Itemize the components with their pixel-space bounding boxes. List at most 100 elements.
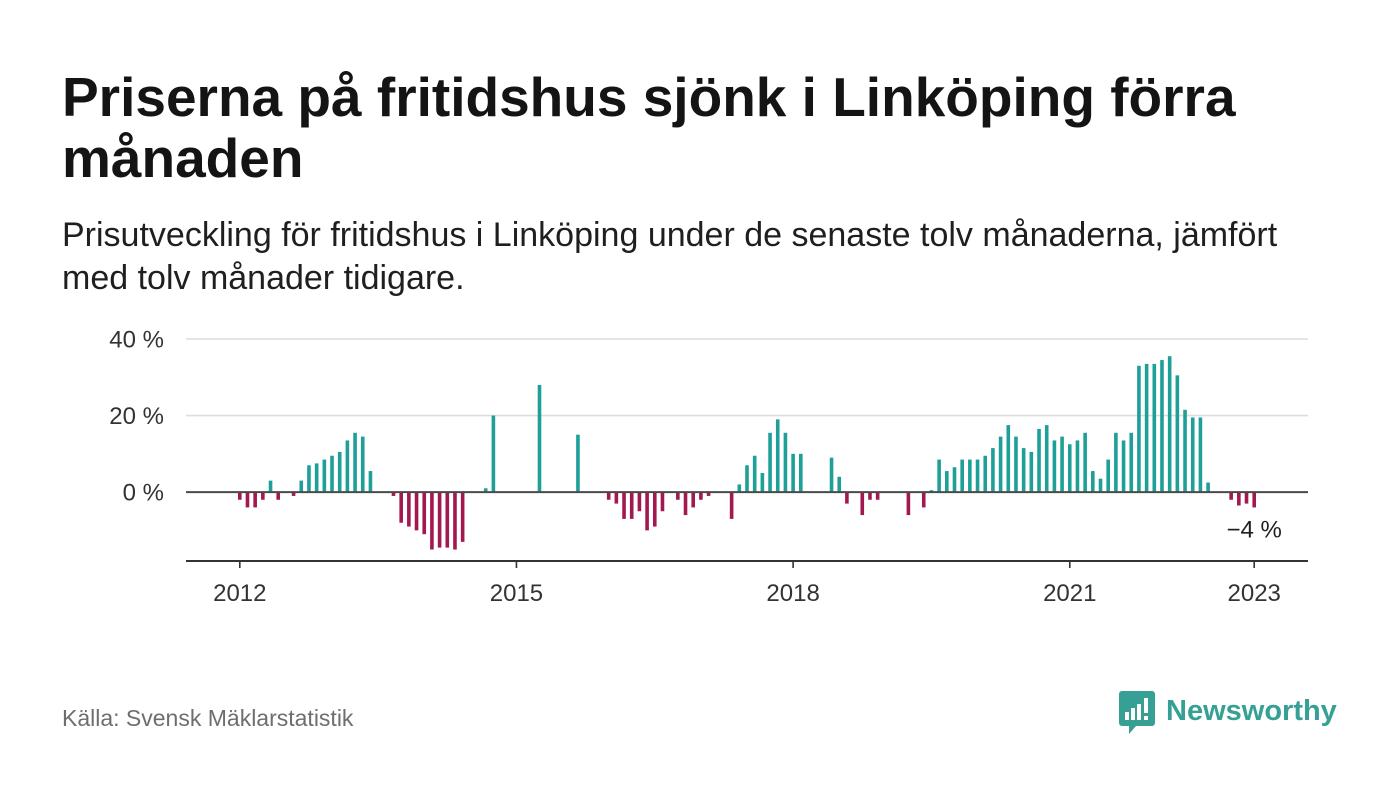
bar-2019-11: [960, 459, 964, 493]
bar-2020-11: [1052, 440, 1057, 493]
bar-2017-06: [737, 484, 742, 493]
annotations: −4 %: [1227, 516, 1282, 543]
bar-2023-01: [1252, 492, 1257, 508]
x-tick-label-2012: 2012: [213, 580, 266, 607]
bar-2014-03: [437, 492, 442, 548]
bar-2018-07: [837, 476, 842, 493]
bar-2021-03: [1083, 432, 1087, 493]
bar-2012-10: [307, 465, 311, 493]
source-note: Källa: Svensk Mäklarstatistik: [62, 705, 354, 731]
bar-2017-11: [775, 419, 780, 493]
bar-2022-01: [1160, 360, 1164, 493]
bar-2020-03: [991, 448, 995, 493]
x-axis-ticks: [238, 561, 1256, 568]
bar-2016-05: [637, 492, 642, 512]
bar-2021-08: [1121, 440, 1126, 493]
bar-2020-02: [983, 455, 988, 493]
bar-2013-05: [360, 436, 365, 493]
last-value-annotation: −4 %: [1227, 516, 1282, 543]
bar-2019-06: [921, 492, 926, 508]
bar-2013-03: [345, 440, 350, 493]
bar-2013-09: [391, 492, 396, 496]
bar-2012-04: [261, 492, 265, 500]
bar-2021-01: [1067, 444, 1072, 493]
bar-2020-06: [1014, 436, 1018, 493]
bar-2018-02: [798, 453, 803, 493]
bar-2012-01: [237, 492, 242, 500]
bar-2016-03: [622, 492, 626, 519]
bar-2016-02: [614, 492, 619, 504]
bar-2016-06: [645, 492, 649, 531]
bar-2019-12: [968, 459, 972, 493]
bar-2014-10: [491, 415, 496, 493]
bar-2014-02: [430, 492, 434, 550]
bar-2013-06: [368, 471, 373, 493]
bar-2017-10: [768, 432, 772, 493]
bar-2020-09: [1037, 428, 1041, 493]
bar-2021-06: [1106, 459, 1110, 493]
bar-2016-04: [629, 492, 634, 519]
bar-2016-01: [606, 492, 611, 500]
bar-2021-02: [1075, 440, 1080, 493]
x-tick-label-2021: 2021: [1043, 580, 1096, 607]
bar-2022-04: [1183, 409, 1187, 493]
bar-2018-01: [791, 453, 795, 493]
bar-2016-12: [691, 492, 696, 508]
bar-2018-08: [845, 492, 849, 504]
logo-text: Newsworthy: [1166, 695, 1337, 727]
bar-2018-06: [829, 457, 834, 493]
bar-2017-08: [752, 455, 757, 493]
bars: [237, 356, 1257, 550]
x-tick-label-2023: 2023: [1228, 580, 1281, 607]
bar-2022-11: [1237, 492, 1241, 506]
bar-2021-07: [1114, 432, 1118, 493]
bar-2012-09: [299, 480, 304, 493]
bar-2014-01: [422, 492, 427, 535]
bar-2020-10: [1044, 425, 1049, 493]
bar-2022-07: [1206, 482, 1210, 493]
bar-2013-01: [330, 455, 334, 493]
bar-2019-08: [937, 459, 941, 493]
bar-chart: 0 % 20 % 40 % 2012 2015 2018 2021 2023 −4 %: [109, 327, 1308, 607]
bar-2017-01: [699, 492, 703, 500]
bar-2020-07: [1021, 448, 1026, 493]
bar-2014-06: [460, 492, 465, 542]
logo-exclamation: [1144, 698, 1148, 713]
bar-2012-11: [314, 463, 319, 493]
bar-2021-10: [1137, 365, 1141, 493]
bar-2019-10: [952, 467, 957, 493]
bar-2016-08: [660, 492, 665, 512]
bar-2021-05: [1098, 478, 1103, 493]
bar-2013-10: [399, 492, 403, 523]
bar-2018-10: [860, 492, 865, 516]
y-tick-label-40: 40 %: [109, 327, 164, 354]
bar-2014-05: [453, 492, 457, 550]
chart-subtitle: Prisutveckling för fritidshus i Linköpin…: [62, 216, 1278, 297]
y-tick-label-20: 20 %: [109, 403, 164, 430]
y-tick-label-0: 0 %: [123, 480, 164, 507]
bar-2017-02: [706, 492, 711, 496]
bar-2013-04: [353, 432, 357, 493]
bar-2012-08: [291, 492, 296, 496]
bar-2021-09: [1129, 432, 1134, 493]
bar-2016-11: [683, 492, 688, 516]
x-tick-label-2015: 2015: [490, 580, 543, 607]
bar-2017-09: [760, 472, 765, 493]
bar-2021-11: [1144, 363, 1149, 493]
bar-2015-09: [576, 434, 580, 493]
bar-2021-04: [1091, 471, 1095, 493]
chart-title: Priserna på fritidshus sjönk i Linköping…: [62, 66, 1236, 189]
bar-2014-04: [445, 492, 450, 548]
bar-2022-10: [1229, 492, 1233, 500]
logo-exclamation-dot: [1144, 716, 1148, 720]
bar-2014-09: [483, 488, 488, 493]
bar-2013-12: [414, 492, 419, 531]
gridlines: [186, 338, 1308, 417]
bar-2022-03: [1175, 375, 1180, 493]
bar-2013-11: [407, 492, 411, 527]
bar-2012-02: [245, 492, 250, 508]
newsworthy-logo: Newsworthy: [1118, 690, 1340, 738]
bar-2022-06: [1198, 417, 1203, 493]
x-tick-label-2018: 2018: [766, 580, 819, 607]
